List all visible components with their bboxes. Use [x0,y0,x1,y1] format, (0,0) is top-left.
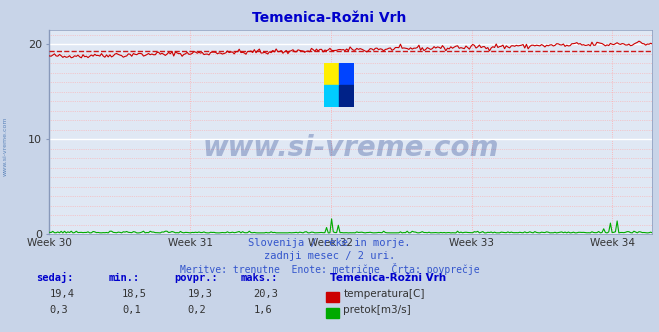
Text: 0,3: 0,3 [49,305,68,315]
Text: Temenica-Rožni Vrh: Temenica-Rožni Vrh [252,11,407,25]
Text: www.si-vreme.com: www.si-vreme.com [3,116,8,176]
Text: 20,3: 20,3 [254,289,279,299]
Text: temperatura[C]: temperatura[C] [343,289,425,299]
Text: sedaj:: sedaj: [36,272,74,283]
Text: 19,4: 19,4 [49,289,74,299]
Text: pretok[m3/s]: pretok[m3/s] [343,305,411,315]
Text: 0,2: 0,2 [188,305,206,315]
Text: zadnji mesec / 2 uri.: zadnji mesec / 2 uri. [264,251,395,261]
Text: 0,1: 0,1 [122,305,140,315]
Text: www.si-vreme.com: www.si-vreme.com [203,134,499,162]
Bar [339,85,354,108]
Bar [324,85,339,108]
Bar [324,62,339,85]
Text: Temenica-Rožni Vrh: Temenica-Rožni Vrh [330,273,445,283]
Text: Meritve: trenutne  Enote: metrične  Črta: povprečje: Meritve: trenutne Enote: metrične Črta: … [180,263,479,275]
Bar [339,62,354,85]
Text: 18,5: 18,5 [122,289,147,299]
Text: min.:: min.: [109,273,140,283]
Text: Slovenija / reke in morje.: Slovenija / reke in morje. [248,238,411,248]
Text: 19,3: 19,3 [188,289,213,299]
Text: povpr.:: povpr.: [175,273,218,283]
Text: maks.:: maks.: [241,273,278,283]
Text: 1,6: 1,6 [254,305,272,315]
